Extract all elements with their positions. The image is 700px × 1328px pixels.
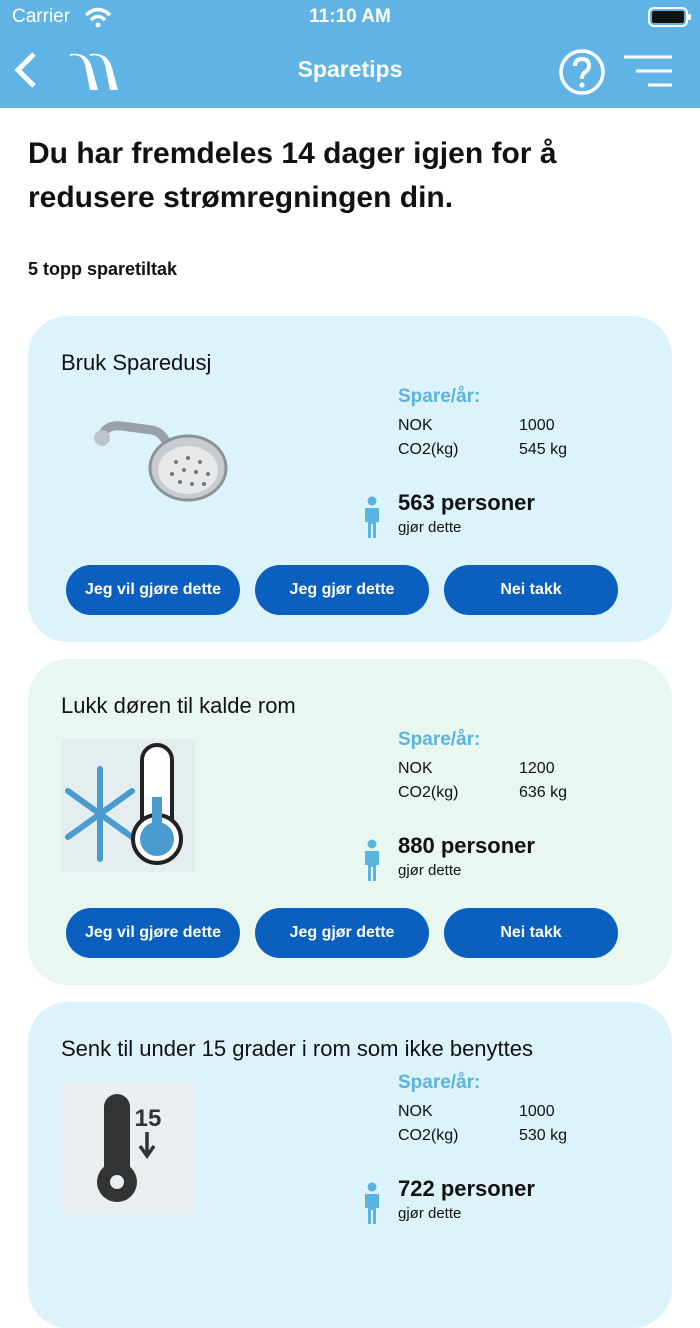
action-button[interactable]: Nei takk [444, 565, 618, 615]
savings-key: CO2(kg) [398, 784, 459, 801]
card-title: Lukk døren til kalde rom [61, 693, 296, 718]
card-image [94, 421, 228, 502]
persons-count: 722 personer [398, 1176, 535, 1201]
card-image [62, 739, 195, 872]
persons-count: 880 personer [398, 833, 535, 858]
card-title: Bruk Sparedusj [61, 350, 212, 375]
savings-key: NOK [398, 417, 433, 434]
person-icon [365, 496, 379, 538]
savings-label: Spare/år: [398, 729, 481, 750]
savings-key: NOK [398, 760, 433, 777]
action-button[interactable]: Jeg gjør dette [255, 908, 429, 958]
icon-text: 15 [135, 1105, 162, 1132]
savings-label: Spare/år: [398, 386, 481, 407]
logo[interactable] [66, 50, 120, 92]
header: Carrier 11:10 AM Sparetips [0, 0, 700, 108]
card-image: 15 [62, 1082, 195, 1215]
clock: 11:10 AM [309, 6, 391, 27]
persons-note: gjør dette [398, 1205, 462, 1222]
savings-value: 636 kg [519, 784, 568, 801]
battery-icon [648, 7, 691, 27]
savings-value: 1000 [519, 1103, 555, 1120]
savings-key: CO2(kg) [398, 441, 459, 458]
nav-title: Sparetips [297, 56, 403, 82]
wifi-icon [84, 7, 112, 28]
action-button[interactable]: Jeg vil gjøre dette [66, 565, 240, 615]
savings-value: 530 kg [519, 1127, 568, 1144]
subheading: 5 topp sparetiltak [28, 259, 178, 279]
persons-count: 563 personer [398, 490, 535, 515]
card: Lukk døren til kalde rom Spare/år: NOK 1200… [28, 659, 672, 985]
card: Bruk Sparedusj Spare/år: NOK 1000 CO2(kg) 545… [28, 316, 672, 642]
savings-value: 545 kg [519, 441, 568, 458]
persons-note: gjør dette [398, 519, 462, 536]
savings-label: Spare/år: [398, 1072, 481, 1093]
savings-key: CO2(kg) [398, 1127, 459, 1144]
person-icon [365, 1182, 379, 1224]
savings-value: 1000 [519, 417, 555, 434]
heading: Du har fremdeles 14 dager igjen for å re… [28, 137, 557, 214]
carrier: Carrier [12, 6, 71, 27]
card: Senk til under 15 grader i rom som ikke … [28, 1002, 672, 1328]
action-button[interactable]: Jeg vil gjøre dette [66, 908, 240, 958]
savings-key: NOK [398, 1103, 433, 1120]
card-title: Senk til under 15 grader i rom som ikke … [61, 1036, 534, 1061]
help-button[interactable] [558, 48, 606, 96]
persons-note: gjør dette [398, 862, 462, 879]
back-button[interactable] [12, 52, 38, 88]
action-button[interactable]: Nei takk [444, 908, 618, 958]
person-icon [365, 839, 379, 881]
menu-button[interactable] [622, 54, 674, 88]
action-button[interactable]: Jeg gjør dette [255, 565, 429, 615]
savings-value: 1200 [519, 760, 555, 777]
